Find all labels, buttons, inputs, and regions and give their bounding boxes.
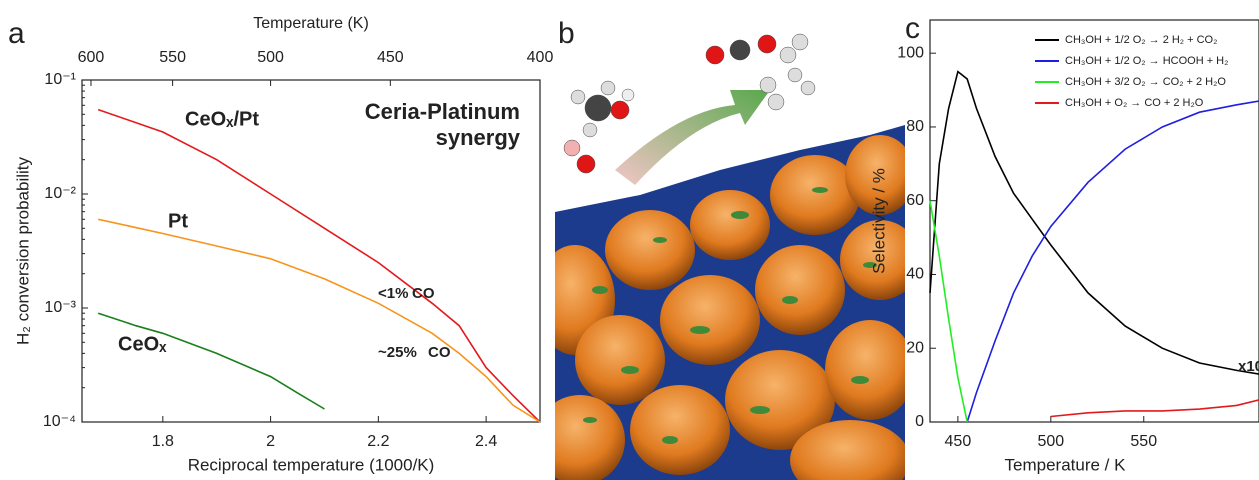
legend-label: CH₃OH + O₂ → CO + 2 H₂O bbox=[1065, 97, 1204, 109]
y-tick-label: 60 bbox=[906, 192, 924, 209]
y-tick-label: 80 bbox=[906, 118, 924, 135]
plot-frame bbox=[81, 79, 541, 423]
x-tick-label: 1.8 bbox=[152, 433, 174, 450]
series-label: CeOₓ/Pt bbox=[185, 108, 259, 130]
x2-tick-label: 500 bbox=[257, 49, 284, 66]
y-tick-label: 40 bbox=[906, 266, 924, 283]
x-axis-label: Reciprocal temperature (1000/K) bbox=[188, 455, 435, 474]
y-tick-label: 100 bbox=[897, 44, 924, 61]
x2-tick-label: 400 bbox=[527, 49, 554, 66]
x-tick-label: 2.2 bbox=[367, 433, 389, 450]
series-line bbox=[97, 312, 325, 410]
series-line bbox=[929, 70, 1259, 375]
y-tick-label: 10⁻² bbox=[44, 185, 76, 202]
y-tick-label: 0 bbox=[915, 413, 924, 430]
y-tick-label: 10⁻¹ bbox=[44, 71, 76, 88]
panel-label: a bbox=[8, 17, 25, 50]
plot-frame bbox=[929, 19, 1259, 423]
x2-tick-label: 450 bbox=[377, 49, 404, 66]
panel-label: b bbox=[558, 17, 575, 50]
series-line bbox=[97, 108, 541, 423]
panel-label: c bbox=[905, 12, 920, 45]
y-axis-label: H₂ conversion probability bbox=[13, 156, 32, 345]
x-axis-label: Temperature / K bbox=[1005, 455, 1127, 474]
x-tick-label: 450 bbox=[945, 433, 972, 450]
illustration: b bbox=[555, 17, 905, 480]
note: <1% bbox=[378, 285, 408, 302]
x2-tick-label: 600 bbox=[78, 49, 105, 66]
x-tick-label: 2 bbox=[266, 433, 275, 450]
annotation: Ceria-Platinum bbox=[365, 99, 520, 124]
legend-label: CH₃OH + 1/2 O₂ → 2 H₂ + CO₂ bbox=[1065, 34, 1217, 46]
legend-label: CH₃OH + 1/2 O₂ → HCOOH + H₂ bbox=[1065, 55, 1228, 67]
reaction-arrow bbox=[615, 90, 770, 185]
x2-tick-label: 550 bbox=[159, 49, 186, 66]
x-tick-label: 500 bbox=[1037, 433, 1064, 450]
note: CO bbox=[428, 344, 451, 361]
note: CO bbox=[412, 285, 435, 302]
series-line bbox=[98, 218, 541, 423]
note: x10 bbox=[1238, 358, 1259, 375]
y-tick-label: 10⁻³ bbox=[44, 299, 76, 316]
x2-axis-label: Temperature (K) bbox=[253, 15, 369, 32]
series-line bbox=[966, 100, 1259, 423]
y-axis-label: Selectivity / % bbox=[869, 168, 888, 274]
series-line bbox=[929, 200, 968, 423]
legend-label: CH₃OH + 3/2 O₂ → CO₂ + 2 H₂O bbox=[1065, 76, 1226, 88]
series-line bbox=[1050, 399, 1259, 418]
y-tick-label: 20 bbox=[906, 339, 924, 356]
annotation: synergy bbox=[436, 125, 521, 150]
x-tick-label: 550 bbox=[1130, 433, 1157, 450]
note: ~25% bbox=[378, 344, 417, 361]
y-tick-label: 10⁻⁴ bbox=[43, 413, 76, 430]
series-label: Pt bbox=[168, 210, 188, 232]
molecules bbox=[563, 33, 816, 174]
mounds bbox=[555, 135, 905, 480]
x-tick-label: 2.4 bbox=[475, 433, 497, 450]
series-label: CeOₓ bbox=[118, 333, 167, 355]
